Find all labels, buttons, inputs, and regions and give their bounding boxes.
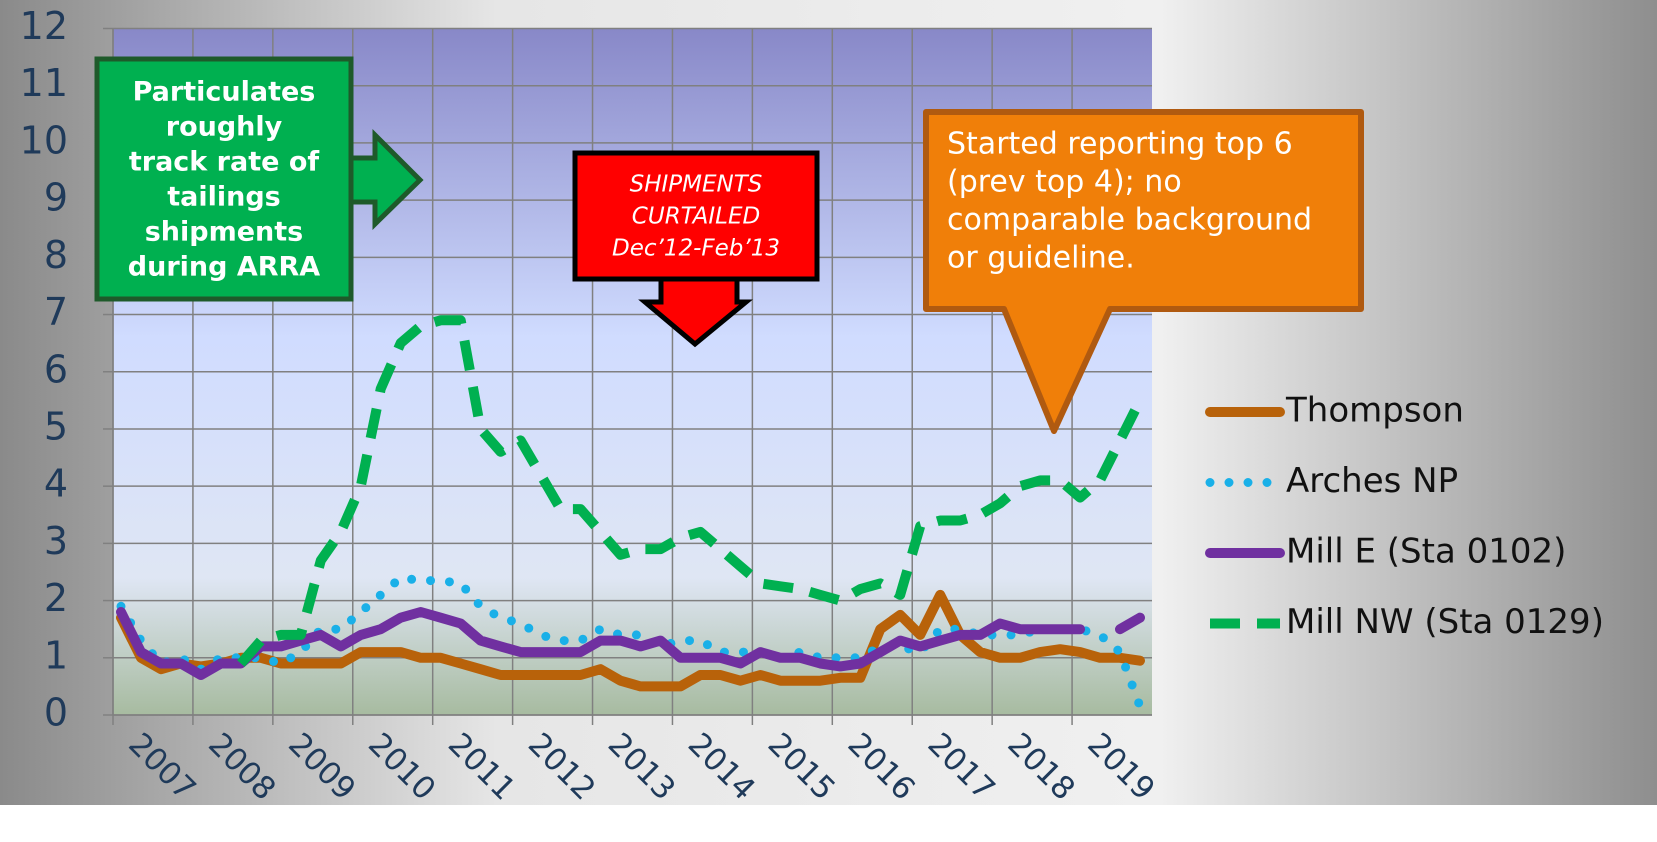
red-arrow [638, 276, 753, 348]
annotation-text: roughly [166, 112, 283, 143]
orange-callout [923, 109, 1364, 434]
annotation-text: SHIPMENTS [630, 172, 763, 198]
annotation-text: comparable background [947, 203, 1312, 238]
y-tick-label: 6 [44, 347, 68, 391]
y-tick-label: 7 [44, 290, 68, 334]
red-box [572, 150, 820, 282]
legend-label: Mill E (Sta 0102) [1286, 532, 1566, 572]
annotation-text: track rate of [129, 147, 320, 178]
green-box [94, 56, 354, 302]
annotation-text: Particulates [133, 77, 316, 108]
annotation-text: or guideline. [947, 241, 1135, 276]
annotation-text: Started reporting top 6 [947, 127, 1293, 162]
bottom-strip [0, 805, 1657, 838]
y-tick-label: 1 [44, 633, 68, 677]
y-tick-label: 12 [20, 4, 68, 48]
annotation-text: during ARRA [128, 252, 321, 283]
y-tick-label: 0 [44, 691, 68, 735]
y-tick-label: 4 [44, 462, 68, 506]
annotations: Particulates roughly track rate of tailings… [94, 56, 1364, 434]
annotation-text: CURTAILED [632, 204, 760, 230]
y-tick-label: 10 [20, 118, 68, 162]
y-tick-label: 3 [44, 519, 68, 563]
annotation-text: shipments [145, 217, 304, 248]
y-tick-label: 11 [20, 61, 68, 105]
y-tick-label: 8 [44, 233, 68, 277]
series-line [237, 315, 1145, 667]
series-line [116, 607, 1145, 680]
green-arrow [348, 128, 424, 230]
legend-label: Arches NP [1286, 461, 1458, 501]
y-tick-label: 5 [44, 404, 68, 448]
annotation-text: (prev top 4); no [947, 165, 1182, 200]
annotation-text: tailings [167, 182, 281, 213]
series-line [116, 589, 1145, 692]
legend-label: Thompson [1285, 391, 1464, 431]
annotation-text: Dec’12-Feb’13 [612, 236, 780, 262]
y-tick-label: 2 [44, 576, 68, 620]
y-tick-label: 9 [44, 176, 68, 220]
legend-label: Mill NW (Sta 0129) [1286, 602, 1604, 642]
